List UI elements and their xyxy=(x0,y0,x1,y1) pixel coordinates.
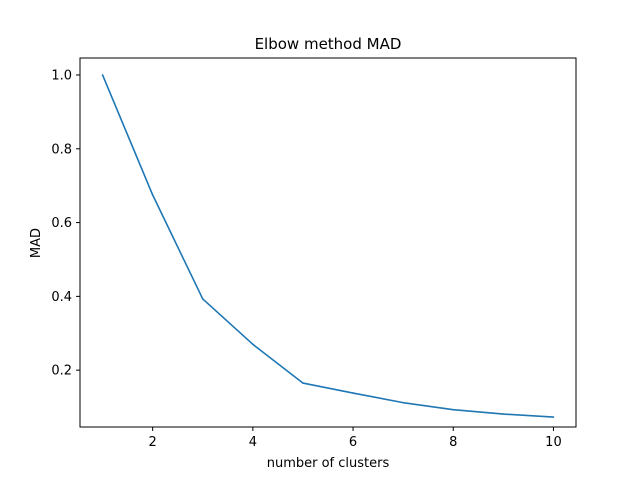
y-tick-label: 0.8 xyxy=(51,142,72,157)
y-tick-label: 0.2 xyxy=(51,364,72,379)
y-axis: 0.2 0.4 0.6 0.8 1.0 xyxy=(51,68,80,379)
data-point xyxy=(502,413,505,415)
plot-area xyxy=(80,58,576,427)
y-tick-label: 1.0 xyxy=(51,68,72,83)
series-line xyxy=(101,74,554,418)
chart-title: Elbow method MAD xyxy=(255,35,402,53)
data-point xyxy=(101,74,104,76)
x-tick-label: 6 xyxy=(349,435,357,450)
data-point xyxy=(352,392,354,394)
data-point xyxy=(452,408,455,411)
x-tick-label: 2 xyxy=(149,435,157,450)
series-points xyxy=(101,74,555,418)
x-tick-label: 10 xyxy=(545,435,562,450)
data-point xyxy=(302,382,304,384)
y-tick-label: 0.4 xyxy=(51,290,72,305)
data-point xyxy=(151,194,154,196)
x-axis-title: number of clusters xyxy=(267,456,390,471)
data-point xyxy=(402,401,404,404)
data-point xyxy=(201,298,204,300)
plot-frame xyxy=(79,57,577,428)
data-point xyxy=(252,343,254,346)
y-tick-label: 0.6 xyxy=(51,216,72,231)
x-axis: 2 4 6 8 10 xyxy=(149,427,562,450)
y-axis-title: MAD xyxy=(29,228,44,258)
x-tick-label: 8 xyxy=(449,435,457,450)
data-point xyxy=(552,416,555,418)
x-tick-label: 4 xyxy=(249,435,257,450)
